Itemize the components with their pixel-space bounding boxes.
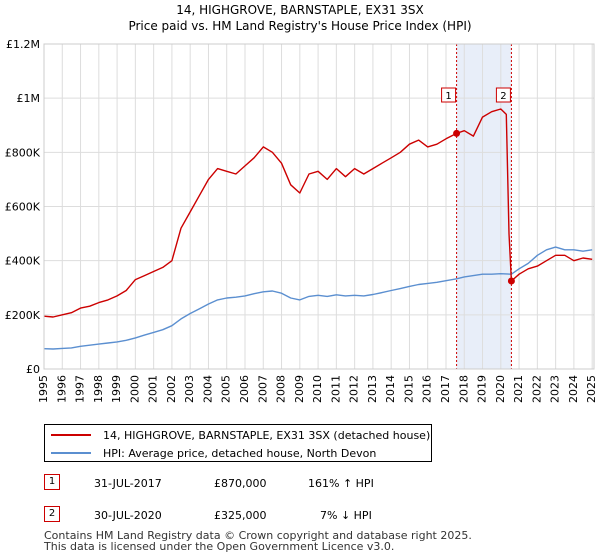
chart-subtitle: Price paid vs. HM Land Registry's House …	[128, 19, 471, 33]
sale-hpi-change: 7% ↓ HPI	[320, 509, 372, 522]
x-tick-label: 1997	[74, 375, 87, 403]
x-tick-label: 2005	[220, 375, 233, 403]
y-tick-label: £0	[26, 363, 40, 376]
x-tick-label: 2023	[549, 375, 562, 403]
x-tick-label: 2004	[201, 375, 214, 403]
legend-label-hpi: HPI: Average price, detached house, Nort…	[103, 446, 377, 460]
x-tick-label: 1999	[110, 375, 123, 403]
sale-date: 30-JUL-2020	[94, 509, 162, 522]
x-tick-label: 2001	[147, 375, 160, 403]
x-tick-label: 2011	[329, 375, 342, 403]
legend: 14, HIGHGROVE, BARNSTAPLE, EX31 3SX (det…	[44, 424, 432, 462]
x-tick-label: 2018	[457, 375, 470, 403]
y-tick-label: £200K	[5, 309, 41, 322]
property-price-line	[43, 108, 593, 318]
x-tick-label: 2003	[183, 375, 196, 403]
x-tick-label: 2006	[238, 375, 251, 403]
x-tick-label: 2022	[530, 375, 543, 403]
x-tick-label: 1995	[37, 375, 50, 403]
y-tick-label: £600K	[5, 201, 41, 214]
sale-number-badge: 1	[44, 474, 60, 490]
footer-license: This data is licensed under the Open Gov…	[44, 540, 395, 553]
x-tick-label: 2020	[494, 375, 507, 403]
x-tick-label: 2015	[402, 375, 415, 403]
x-tick-label: 1998	[92, 375, 105, 403]
price-chart: 14, HIGHGROVE, BARNSTAPLE, EX31 3SX Pric…	[5, 3, 598, 403]
footer-copyright: Contains HM Land Registry data © Crown c…	[44, 529, 472, 542]
hpi-line	[43, 246, 593, 350]
sale-label-badge	[441, 87, 457, 103]
sale-price: £870,000	[214, 477, 267, 490]
x-tick-label: 2024	[567, 375, 580, 403]
legend-item-hpi: HPI: Average price, detached house, Nort…	[51, 445, 376, 461]
y-tick-label: £1M	[17, 92, 41, 105]
sale-row: 1 31-JUL-2017 £870,000 161% ↑ HPI	[44, 474, 564, 492]
legend-swatch-hpi	[51, 452, 91, 454]
x-tick-label: 2016	[421, 375, 434, 403]
x-tick-label: 2017	[439, 375, 452, 403]
x-tick-label: 2025	[585, 375, 598, 403]
sale-number-badge: 2	[44, 506, 60, 522]
sale-point	[507, 277, 515, 285]
plot-border	[43, 43, 595, 370]
sale-label-badge	[495, 87, 511, 103]
sale-date: 31-JUL-2017	[94, 477, 162, 490]
x-tick-label: 2002	[165, 375, 178, 403]
y-tick-label: £1.2M	[6, 38, 40, 51]
x-tick-label: 2010	[311, 375, 324, 403]
legend-swatch-property	[51, 434, 91, 436]
x-tick-label: 2014	[384, 375, 397, 403]
sale-point	[453, 129, 461, 137]
x-tick-label: 2012	[348, 375, 361, 403]
sale-row: 2 30-JUL-2020 £325,000 7% ↓ HPI	[44, 506, 564, 524]
x-tick-label: 1996	[55, 375, 68, 403]
legend-item-property: 14, HIGHGROVE, BARNSTAPLE, EX31 3SX (det…	[51, 427, 430, 443]
x-tick-label: 2021	[512, 375, 525, 403]
x-tick-label: 2019	[476, 375, 489, 403]
x-tick-label: 2000	[128, 375, 141, 403]
sale-label-text: 1	[445, 91, 451, 102]
chart-title: 14, HIGHGROVE, BARNSTAPLE, EX31 3SX	[176, 3, 424, 17]
y-tick-label: £800K	[5, 146, 41, 159]
y-tick-label: £400K	[5, 255, 41, 268]
x-tick-label: 2009	[293, 375, 306, 403]
sale-label-text: 2	[500, 91, 506, 102]
sale-price: £325,000	[214, 509, 267, 522]
sale-hpi-change: 161% ↑ HPI	[308, 477, 374, 490]
footer: Contains HM Land Registry data © Crown c…	[44, 530, 472, 552]
legend-label-property: 14, HIGHGROVE, BARNSTAPLE, EX31 3SX (det…	[103, 428, 431, 442]
x-tick-label: 2008	[275, 375, 288, 403]
x-tick-label: 2013	[366, 375, 379, 403]
x-tick-label: 2007	[256, 375, 269, 403]
